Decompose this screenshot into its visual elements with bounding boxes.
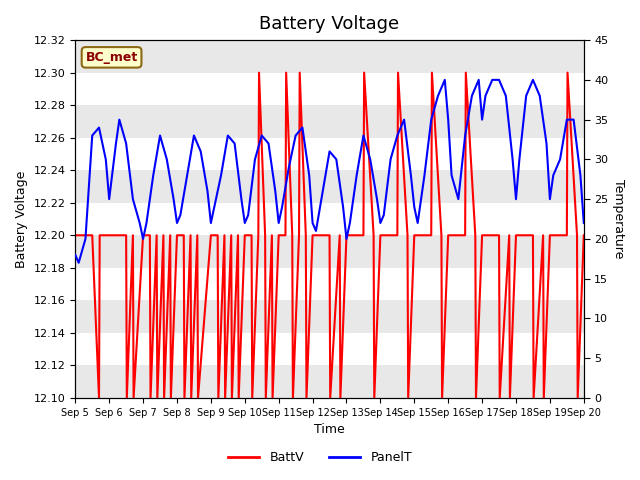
Y-axis label: Battery Voltage: Battery Voltage: [15, 170, 28, 268]
Y-axis label: Temperature: Temperature: [612, 180, 625, 259]
Legend: BattV, PanelT: BattV, PanelT: [223, 446, 417, 469]
Bar: [76, 365, 584, 398]
Bar: [76, 170, 584, 203]
X-axis label: Time: Time: [314, 423, 345, 436]
Bar: [76, 235, 584, 268]
Text: BC_met: BC_met: [86, 51, 138, 64]
Bar: [76, 300, 584, 333]
Title: Battery Voltage: Battery Voltage: [259, 15, 399, 33]
Bar: [76, 40, 584, 72]
Bar: [76, 105, 584, 138]
